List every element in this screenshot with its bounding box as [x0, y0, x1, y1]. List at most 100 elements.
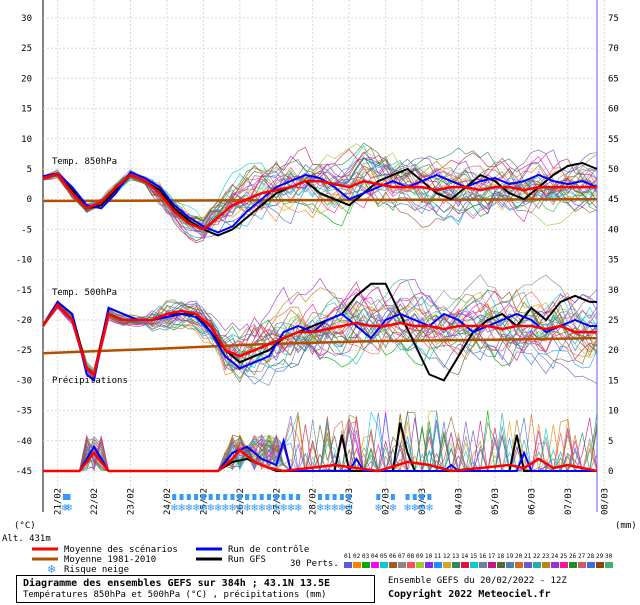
footer-run-info: Ensemble GEFS du 20/02/2022 - 12Z: [388, 576, 567, 586]
snow-risk-mark: [230, 494, 235, 500]
right-tick-label: 30: [608, 286, 619, 296]
snow-risk-mark: [347, 494, 352, 500]
left-tick-label: 5: [27, 165, 32, 175]
pert-legend-swatch: [533, 562, 541, 568]
pert-legend-number: 02: [353, 553, 361, 560]
snow-risk-mark: [405, 494, 410, 500]
pert-legend-swatch: [389, 562, 397, 568]
snow-risk-mark: [274, 494, 279, 500]
snowflake-icon: ❄: [331, 503, 339, 514]
date-label: 02/03: [382, 488, 392, 515]
snowflake-icon: ❄: [170, 503, 178, 514]
snow-risk-mark: [172, 494, 177, 500]
snow-risk-mark: [427, 494, 432, 500]
pert-legend-number: 14: [461, 553, 469, 560]
snow-risk-mark: [62, 494, 67, 500]
snowflake-icon: ❄: [425, 503, 433, 514]
snowflake-icon: ❄: [199, 503, 207, 514]
pert-legend-number: 21: [524, 553, 532, 560]
date-label: 21/02: [54, 488, 64, 515]
pert-legend-swatch: [560, 562, 568, 568]
left-tick-label: -20: [16, 316, 32, 326]
date-labels: 21/02 22/02 23/02 24/02 25/02 26/02 27/02 28/02…: [54, 488, 611, 515]
right-tick-label: 35: [608, 256, 619, 266]
snowflake-icon: ❄: [265, 503, 273, 514]
pert-t850-line: [42, 162, 598, 233]
pert-legend-number: 08: [407, 553, 415, 560]
snowflake-icon: ❄: [229, 503, 237, 514]
altitude-label: Alt. 431m: [2, 534, 51, 544]
snowflake-icon: ❄: [374, 503, 382, 514]
right-tick-label: 15: [608, 376, 619, 386]
snowflake-icon: ❄: [338, 503, 346, 514]
t850-panel-label: Temp. 850hPa: [52, 157, 117, 167]
pert-legend-swatch: [506, 562, 514, 568]
left-tick-label: 25: [21, 44, 32, 54]
pert-legend-swatch: [605, 562, 613, 568]
snow-risk-mark: [186, 494, 191, 500]
snowflake-icon: ❄: [243, 503, 251, 514]
snowflake-icon: ❄: [185, 503, 193, 514]
pert-legend-swatch: [425, 562, 433, 568]
left-tick-label: 0: [27, 195, 32, 205]
pert-t850-line: [42, 158, 598, 222]
left-tick-label: 30: [21, 14, 32, 24]
right-tick-label: 55: [608, 135, 619, 145]
snowflake-icon: ❄: [250, 503, 258, 514]
right-tick-label: 75: [608, 14, 619, 24]
right-tick-label: 65: [608, 74, 619, 84]
left-tick-label: 15: [21, 105, 32, 115]
snowflake-icon: ❄: [258, 503, 266, 514]
left-tick-label: -25: [16, 346, 32, 356]
legend-label-mean: Moyenne des scénarios: [64, 544, 178, 555]
pert-legend-swatch: [407, 562, 415, 568]
footer-title-box: Diagramme des ensembles GEFS sur 384h ; …: [16, 575, 375, 603]
snowflake-icon: ❄: [316, 503, 324, 514]
pert-legend-number: 29: [596, 553, 604, 560]
pert-t500-line: [42, 277, 598, 381]
pert-legend-swatch: [353, 562, 361, 568]
date-label: 05/03: [491, 488, 501, 515]
right-unit-label: (mm): [615, 521, 637, 531]
pert-legend-number: 26: [569, 553, 577, 560]
left-tick-label: -10: [16, 256, 32, 266]
pert-legend-number: 09: [416, 553, 424, 560]
snow-risk-mark: [179, 494, 184, 500]
snow-risk-mark: [376, 494, 381, 500]
snowflake-icon: ❄: [192, 503, 200, 514]
snowflake-icon: ❄: [221, 503, 229, 514]
legend-label-snow: Risque neige: [64, 565, 129, 575]
pert-legend-number: 18: [497, 553, 505, 560]
snow-risk-mark: [390, 494, 395, 500]
right-tick-label: 40: [608, 225, 619, 235]
left-tick-label: -40: [16, 437, 32, 447]
date-label: 27/02: [272, 488, 282, 515]
snow-risk-mark: [339, 494, 344, 500]
legend: Moyenne des scénarios Moyenne 1981-2010 …: [32, 544, 613, 576]
snow-risk-mark: [281, 494, 286, 500]
pert-legend-number: 24: [551, 553, 559, 560]
date-label: 06/03: [527, 488, 537, 515]
pert-legend-swatch: [470, 562, 478, 568]
pert-legend-number: 17: [488, 553, 496, 560]
pert-precip-line: [43, 414, 597, 472]
pert-legend-swatch: [452, 562, 460, 568]
pert-legend-swatch: [416, 562, 424, 568]
right-tick-label: 0: [608, 467, 613, 477]
snowflake-icon: ❄: [236, 503, 244, 514]
pert-legend-number: 11: [434, 553, 442, 560]
snowflake-icon: ❄: [65, 503, 73, 514]
snow-risk-mark: [266, 494, 271, 500]
snowflake-icon: ❄: [389, 503, 397, 514]
snowflake-icon: ❄: [345, 503, 353, 514]
ensemble-mean-t850-line: [42, 172, 597, 231]
pert-legend-swatch: [443, 562, 451, 568]
pert-legend-swatch: [434, 562, 442, 568]
pert-legend-number: 23: [542, 553, 550, 560]
snow-risk-mark: [259, 494, 264, 500]
left-tick-label: 10: [21, 135, 32, 145]
snow-risk-mark: [288, 494, 293, 500]
date-label: 08/03: [600, 488, 610, 515]
snow-risk-mark: [420, 494, 425, 500]
right-tick-label: 60: [608, 105, 619, 115]
